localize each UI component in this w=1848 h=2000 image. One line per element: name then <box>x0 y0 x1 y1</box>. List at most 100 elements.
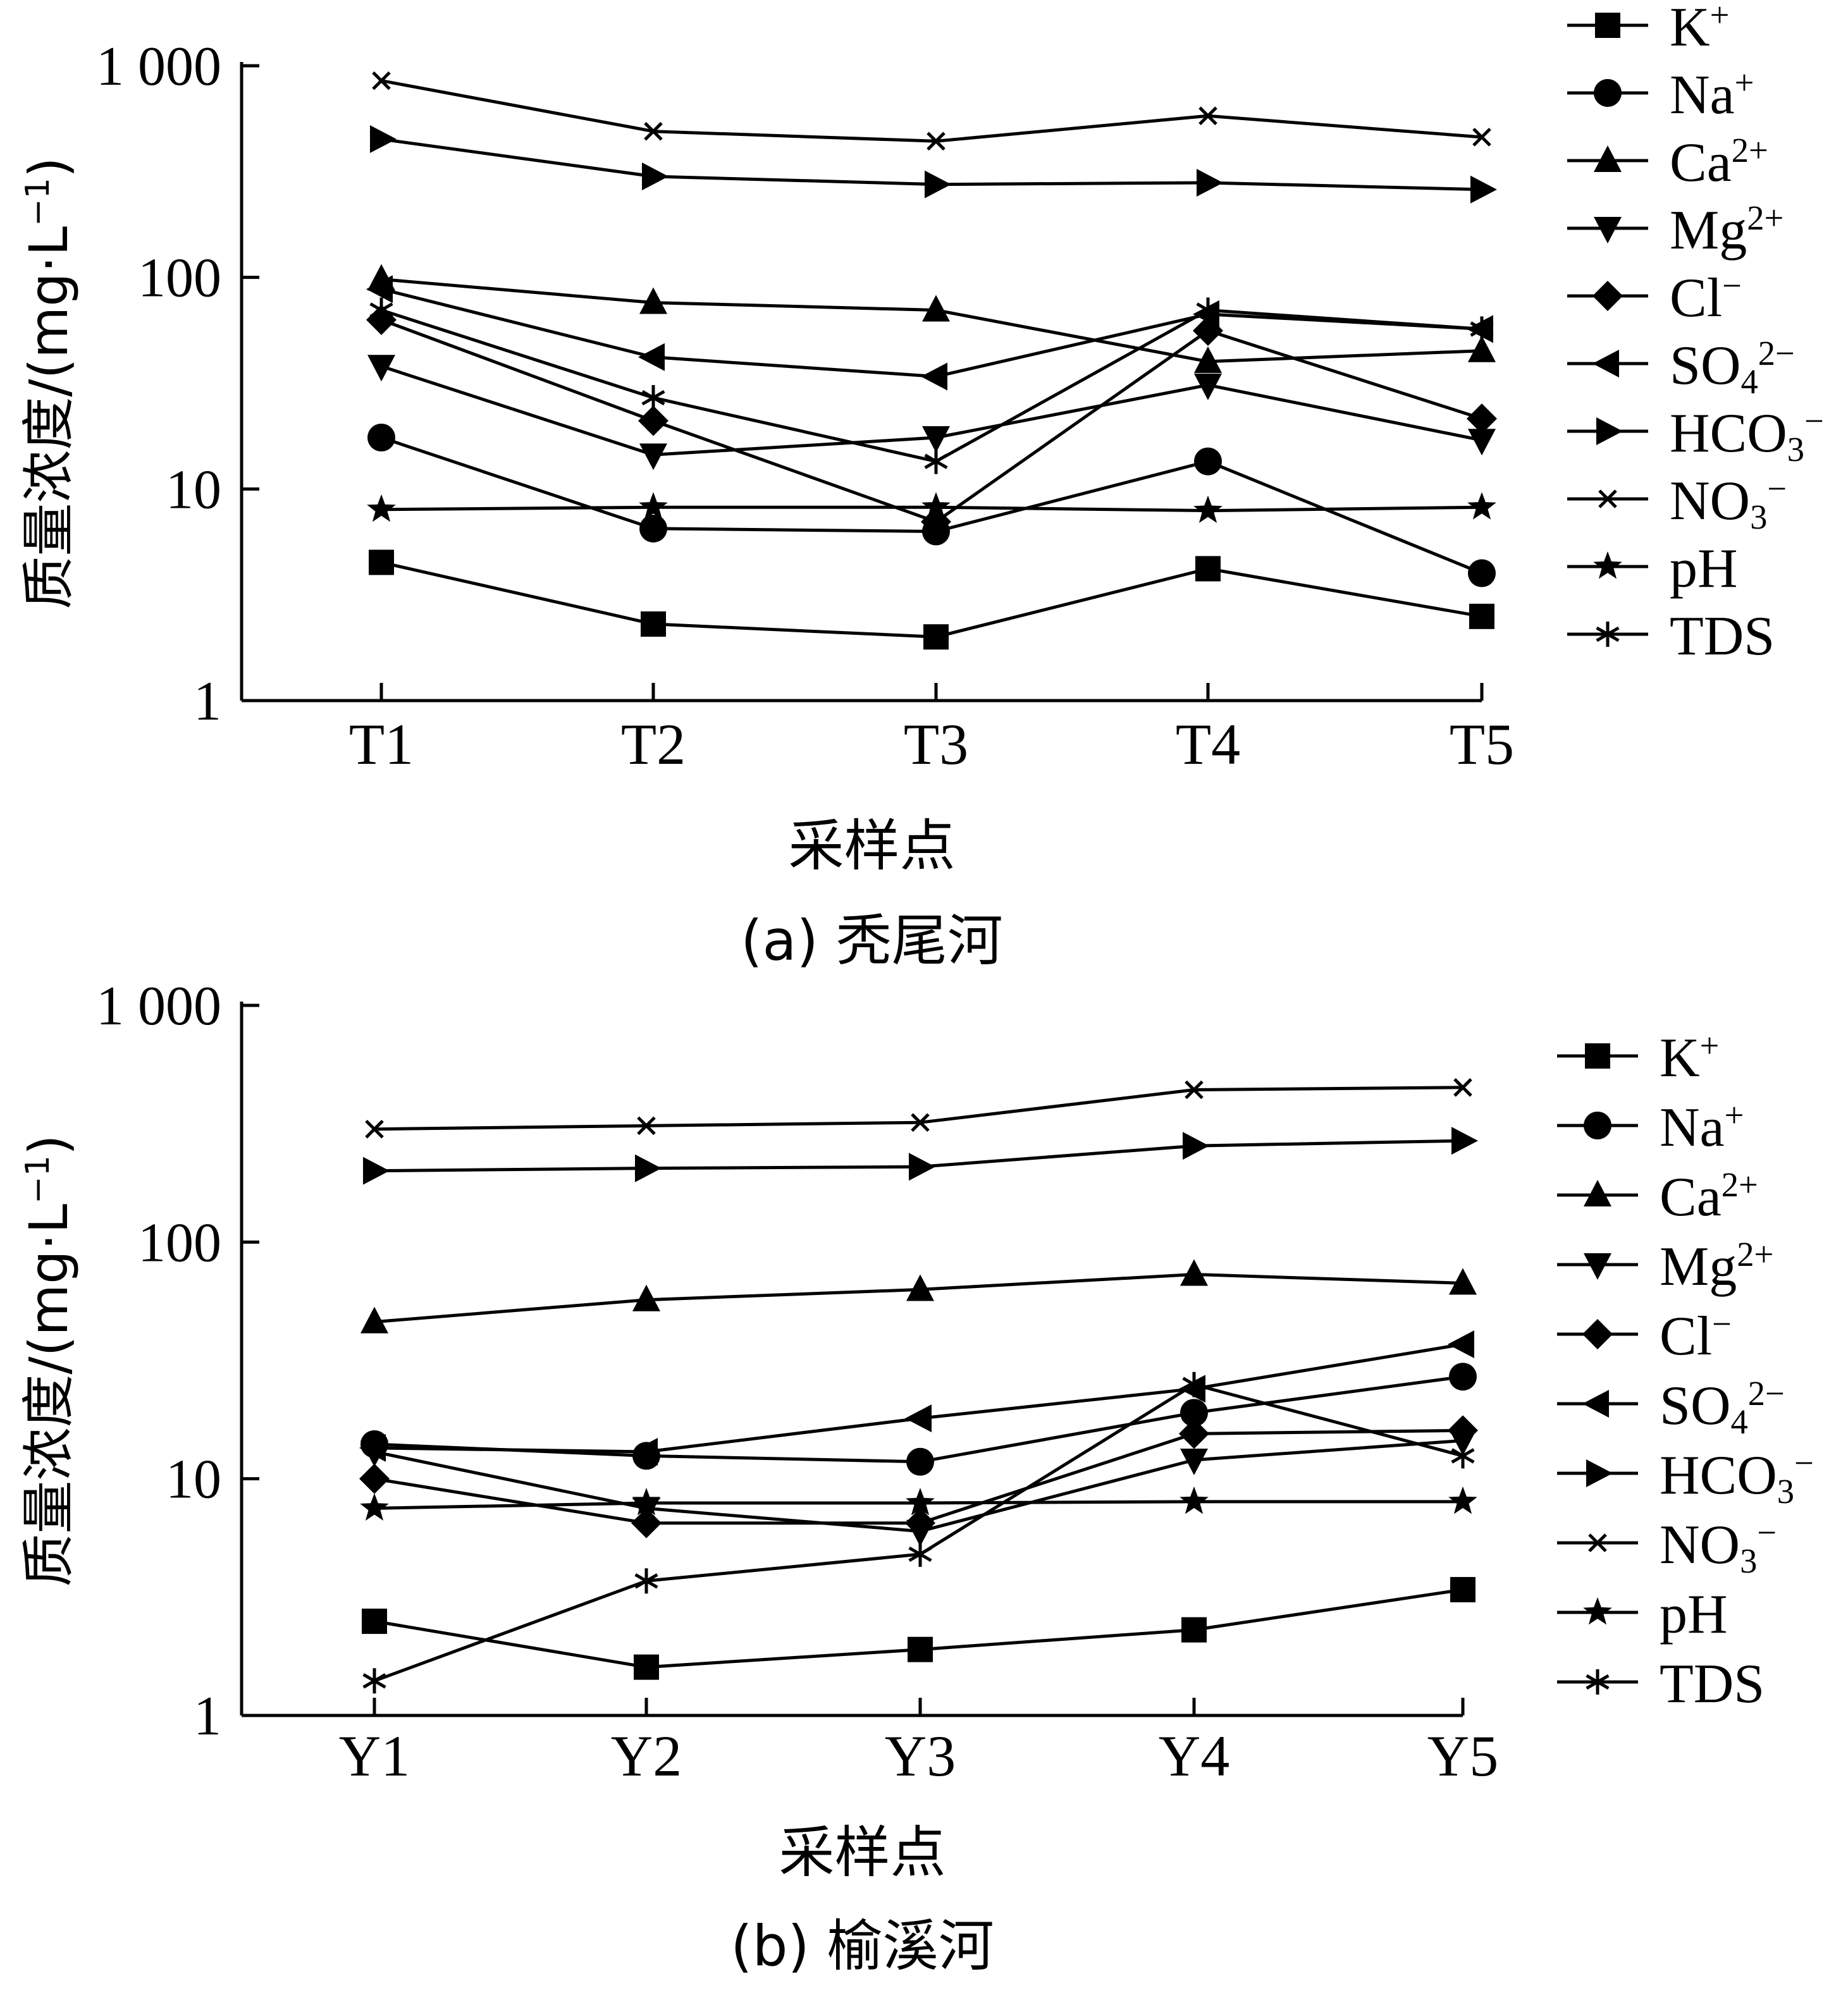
data-point <box>634 1654 659 1680</box>
data-point <box>366 275 393 304</box>
y-tick-label: 100 <box>138 248 221 309</box>
legend-label: pH <box>1660 1584 1728 1645</box>
data-point <box>922 295 950 322</box>
series-2 <box>367 264 1496 373</box>
data-point <box>1470 175 1497 204</box>
data-point <box>631 1507 662 1538</box>
panel-caption: (b) 榆溪河 <box>730 1913 994 1979</box>
legend-marker <box>1585 1043 1610 1069</box>
legend-entry: NO3− <box>1557 1513 1777 1581</box>
data-point <box>906 1488 935 1516</box>
data-point <box>1196 297 1220 323</box>
chart-panel-b: 1 10 100 1 000 Y1 Y2 Y3 Y4 Y5 质量浓度/(mg·L−1) 采样点 (b)… <box>18 976 1814 1979</box>
data-point <box>1449 1268 1477 1295</box>
y-axis-title: 质量浓度/(mg·L−1) <box>18 157 80 609</box>
data-point <box>1180 1399 1208 1427</box>
data-point <box>372 71 391 90</box>
data-point <box>369 297 393 323</box>
data-point <box>924 448 948 474</box>
legend-entry: Cl− <box>1567 266 1742 329</box>
data-point <box>921 362 947 391</box>
data-point <box>1198 106 1217 125</box>
data-point <box>1181 1617 1207 1643</box>
data-point <box>632 1488 661 1516</box>
legend-marker <box>1594 145 1622 172</box>
legend-entry: HCO3− <box>1557 1444 1814 1511</box>
data-point <box>908 1542 932 1567</box>
legend-label: NO3− <box>1660 1513 1777 1581</box>
legend-entry: Ca2+ <box>1557 1165 1758 1228</box>
legend-label: Mg2+ <box>1670 199 1783 261</box>
data-point <box>635 1154 662 1182</box>
legend-entry: Mg2+ <box>1557 1235 1773 1298</box>
data-point <box>1472 128 1491 147</box>
y-tick-label: 1 000 <box>96 36 221 97</box>
data-point <box>1448 1415 1478 1446</box>
legend-label: SO42− <box>1670 334 1795 402</box>
x-tick-label: Y1 <box>339 1724 410 1788</box>
y-tick-label: 10 <box>166 1449 221 1511</box>
data-point <box>360 1306 388 1334</box>
x-tick-label: Y3 <box>885 1724 956 1788</box>
data-point <box>1468 429 1496 456</box>
x-tick-label: T2 <box>621 712 686 776</box>
data-point <box>1469 603 1494 629</box>
data-point <box>363 1156 390 1185</box>
series-8 <box>367 492 1496 523</box>
data-point <box>1467 403 1497 434</box>
data-point <box>360 1493 389 1521</box>
y-axis-title: 质量浓度/(mg·L−1) <box>18 1134 80 1586</box>
series-5 <box>359 1330 1474 1466</box>
data-point <box>1194 373 1222 400</box>
series-4 <box>366 304 1497 537</box>
legend-marker <box>1594 79 1622 107</box>
series-0 <box>362 1577 1475 1680</box>
legend-label: K+ <box>1670 0 1729 58</box>
legend-entry: SO42− <box>1557 1374 1785 1442</box>
data-point <box>1194 447 1222 475</box>
x-tick-label: Y4 <box>1159 1724 1229 1788</box>
legend-marker <box>1592 350 1619 377</box>
legend-marker <box>1595 13 1620 38</box>
x-tick-label: T3 <box>904 712 968 776</box>
legend-label: HCO3− <box>1660 1444 1814 1511</box>
legend-entry: Mg2+ <box>1567 199 1783 261</box>
legend-marker <box>1598 489 1617 508</box>
legend-marker <box>1596 622 1620 647</box>
data-point <box>644 121 663 141</box>
data-point <box>634 1568 658 1594</box>
legend-label: SO42− <box>1660 1374 1785 1442</box>
legend-entry: Cl− <box>1557 1304 1732 1367</box>
data-point <box>911 1113 930 1132</box>
series-9 <box>362 1371 1475 1694</box>
legend-marker <box>1584 1112 1611 1139</box>
legend-marker <box>1596 417 1623 445</box>
y-tick-label: 1 <box>194 671 221 732</box>
series-7 <box>365 1078 1472 1139</box>
series-4 <box>359 1415 1478 1538</box>
y-tick-label: 10 <box>166 459 221 520</box>
series-3 <box>367 355 1496 470</box>
legend-label: Na+ <box>1660 1096 1744 1158</box>
legend-marker <box>1583 1597 1612 1625</box>
legend-label: Ca2+ <box>1670 131 1768 193</box>
legend-entry: pH <box>1567 538 1738 599</box>
data-point <box>1180 1486 1209 1514</box>
legend-entry: K+ <box>1557 1026 1719 1089</box>
data-point <box>362 1668 386 1694</box>
data-point <box>1451 1443 1475 1469</box>
legend-entry: HCO3− <box>1567 402 1824 469</box>
legend-label: NO3− <box>1670 469 1787 537</box>
data-point <box>1449 1363 1477 1391</box>
data-point <box>1193 495 1223 523</box>
data-point <box>927 132 946 151</box>
legend-marker <box>1584 1253 1611 1280</box>
legend-marker <box>1588 1533 1607 1552</box>
legend-entry: TDS <box>1557 1653 1765 1715</box>
series-6 <box>370 125 1497 204</box>
data-point <box>639 287 667 314</box>
data-point <box>367 355 395 382</box>
legend-entry: NO3− <box>1567 469 1787 537</box>
data-point <box>359 1433 386 1462</box>
data-point <box>1451 1127 1478 1155</box>
